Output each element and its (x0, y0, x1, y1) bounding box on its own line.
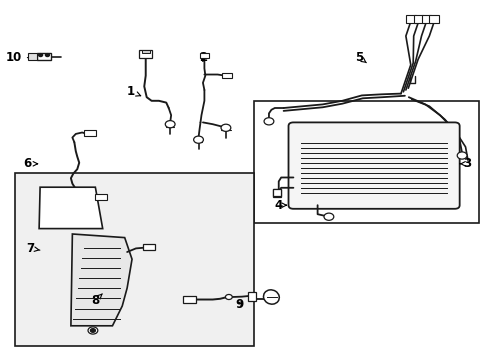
Bar (272, 189, 280, 197)
Bar (28, 53, 37, 60)
Ellipse shape (263, 290, 279, 304)
Bar (95, 194, 106, 200)
Polygon shape (39, 187, 102, 229)
Circle shape (221, 124, 230, 131)
Bar (84, 130, 96, 136)
Circle shape (88, 327, 98, 334)
Bar (142, 50, 149, 53)
Circle shape (456, 152, 466, 159)
Text: 2: 2 (199, 51, 206, 64)
Bar (413, 15, 423, 23)
Text: 3: 3 (459, 157, 470, 170)
Bar (272, 189, 280, 196)
Text: 10: 10 (5, 51, 40, 64)
Text: 6: 6 (23, 157, 38, 170)
Bar (405, 15, 415, 23)
Text: 1: 1 (127, 85, 141, 98)
Bar (428, 15, 438, 23)
Circle shape (45, 54, 49, 57)
Circle shape (225, 294, 232, 300)
Bar (142, 244, 155, 250)
Circle shape (264, 118, 273, 125)
Polygon shape (71, 234, 132, 326)
Text: 4: 4 (274, 199, 286, 212)
Bar (183, 296, 195, 303)
Circle shape (90, 329, 95, 332)
Bar (254, 101, 478, 223)
FancyBboxPatch shape (288, 122, 459, 209)
Bar (15, 173, 254, 346)
Bar (222, 73, 232, 78)
Bar (139, 50, 152, 58)
Circle shape (193, 136, 203, 143)
Text: 7: 7 (26, 242, 40, 255)
Circle shape (165, 121, 175, 128)
Text: 5: 5 (355, 51, 366, 64)
Text: 8: 8 (91, 294, 102, 307)
Circle shape (324, 213, 333, 220)
Circle shape (39, 54, 42, 57)
Bar (248, 292, 255, 301)
Bar (199, 53, 209, 58)
Bar (37, 53, 51, 60)
Bar (421, 15, 430, 23)
Text: 9: 9 (235, 298, 243, 311)
